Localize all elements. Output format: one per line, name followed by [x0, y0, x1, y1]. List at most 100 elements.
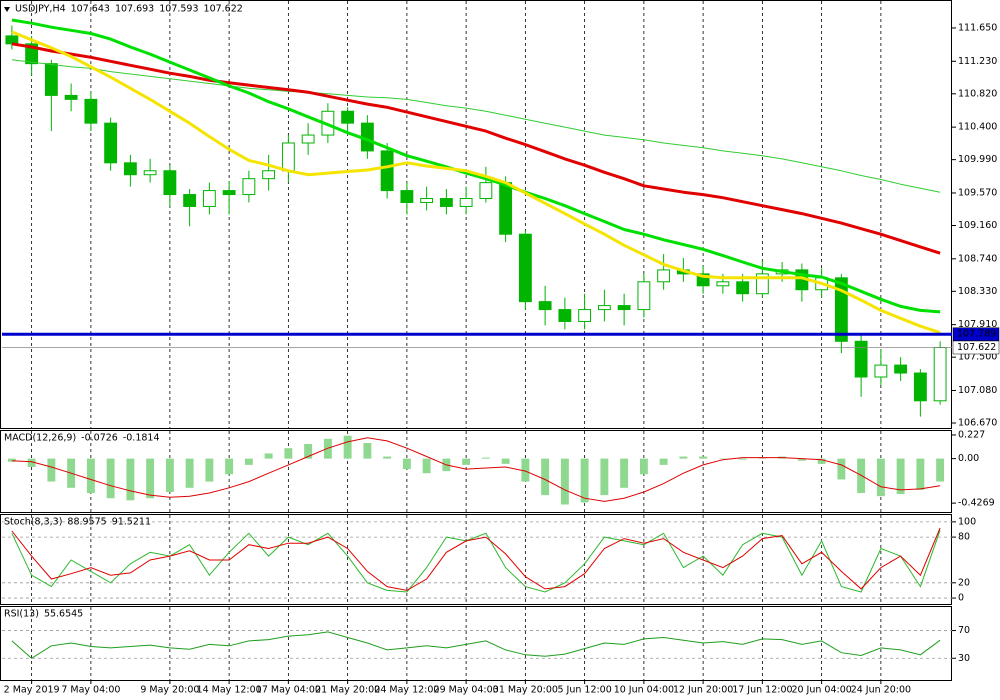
candle-body: [222, 190, 236, 196]
x-tick-label: 12 Jun 20:00: [673, 685, 733, 696]
candle-body: [64, 94, 78, 100]
candle-body: [578, 309, 592, 322]
candle-body: [341, 110, 355, 124]
macd-bar: [580, 458, 589, 503]
x-tick-label: 24 Jun 20:00: [851, 685, 911, 696]
symbol-menu-arrow: [4, 7, 10, 12]
macd-bar: [896, 458, 905, 495]
x-tick-label: 17 Jun 12:00: [732, 685, 792, 696]
y-tick-label: 30: [958, 653, 970, 664]
y-tick-label: 111.230: [958, 56, 997, 67]
macd-bar: [521, 458, 530, 482]
indicator-readout: -0.1814: [123, 433, 160, 444]
indicator-readout: RSI(13): [4, 609, 39, 620]
candle-body: [499, 182, 513, 235]
candle-body: [5, 35, 19, 45]
macd-bar: [501, 458, 510, 464]
indicator-readout: 107.622: [204, 4, 243, 15]
y-tick-label: 110.820: [958, 88, 997, 99]
x-tick-label: 5 Jun 12:00: [557, 685, 611, 696]
y-tick-label: 80: [958, 532, 970, 543]
stoch-signal: [11, 527, 941, 591]
macd-bar: [86, 458, 95, 494]
candle-body: [834, 277, 848, 342]
candle-body: [459, 198, 473, 207]
indicator-readout: 91.5211: [112, 517, 151, 528]
macd-bar: [916, 458, 925, 490]
macd-signal: [11, 437, 941, 502]
last-price-box: [952, 340, 1000, 355]
y-tick-label: 100: [958, 516, 976, 527]
y-tick-label: 0.00: [958, 453, 979, 464]
moving-average: [11, 18, 941, 314]
stoch-main: [11, 530, 941, 593]
candle-body: [183, 194, 197, 207]
y-tick-label: 106.670: [958, 418, 997, 429]
y-tick-label: 109.570: [958, 187, 997, 198]
indicator-readout: 55.6545: [44, 609, 83, 620]
macd-bar: [936, 458, 945, 482]
macd-bar: [244, 458, 253, 465]
macd-bar: [343, 435, 352, 459]
candles: [5, 25, 947, 417]
candle-body: [755, 273, 769, 295]
price-panel-frame: [0, 0, 952, 429]
candle-body: [617, 305, 631, 311]
macd-bar: [541, 458, 550, 496]
candle-body: [518, 233, 532, 303]
candle-body: [262, 170, 276, 180]
candle-body: [281, 142, 295, 172]
y-tick-label: 0: [958, 593, 964, 604]
candle-body: [143, 170, 157, 176]
candle-body: [913, 372, 927, 402]
x-tick-label: 10 Jun 04:00: [614, 685, 674, 696]
macd-bar: [304, 444, 313, 459]
moving-average: [11, 42, 941, 255]
moving-average: [11, 30, 941, 335]
candle-body: [400, 190, 414, 203]
macd-bar: [837, 458, 846, 480]
macd-bar: [284, 448, 293, 459]
candle-body: [84, 98, 98, 124]
x-tick-label: 21 May 20:00: [315, 685, 380, 696]
x-tick-label: 17 May 04:00: [256, 685, 321, 696]
macd-bar: [481, 457, 490, 459]
y-tick-label: 107.910: [958, 319, 997, 330]
rsi-line: [11, 631, 941, 659]
macd-bar: [146, 458, 155, 499]
macd-bar: [185, 458, 194, 488]
y-tick-label: 107.080: [958, 385, 997, 396]
macd-panel-frame: [0, 430, 952, 513]
x-tick-label: 20 Jun 04:00: [791, 685, 851, 696]
macd-bar: [205, 458, 214, 482]
candle-body: [558, 309, 572, 322]
macd-bar: [47, 458, 56, 482]
macd-bar: [699, 456, 708, 459]
candle-body: [123, 162, 137, 176]
indicator-readout: USDJPY,H4: [15, 4, 66, 15]
macd-bar: [738, 458, 747, 460]
candle-body: [44, 63, 58, 96]
macd-bar: [225, 458, 234, 475]
macd-bar: [126, 458, 135, 501]
x-tick-label: 9 May 20:00: [140, 685, 199, 696]
indicator-readout: 107.693: [115, 4, 154, 15]
x-tick-label: 14 May 12:00: [197, 685, 262, 696]
candle-body: [874, 364, 888, 378]
hline-price-label: 107.789: [957, 329, 996, 340]
candle-body: [104, 122, 118, 164]
macd-bar: [402, 458, 411, 470]
macd-bar: [264, 453, 273, 459]
candle-body: [597, 305, 611, 311]
macd-bar: [797, 458, 806, 461]
indicator-readout: 107.593: [159, 4, 198, 15]
y-tick-label: 108.330: [958, 286, 997, 297]
indicator-readout: 107.643: [71, 4, 110, 15]
candle-body: [163, 170, 177, 196]
macd-bar: [27, 458, 36, 467]
candle-body: [736, 281, 750, 295]
macd-bar: [718, 458, 727, 460]
macd-bar: [620, 458, 629, 488]
